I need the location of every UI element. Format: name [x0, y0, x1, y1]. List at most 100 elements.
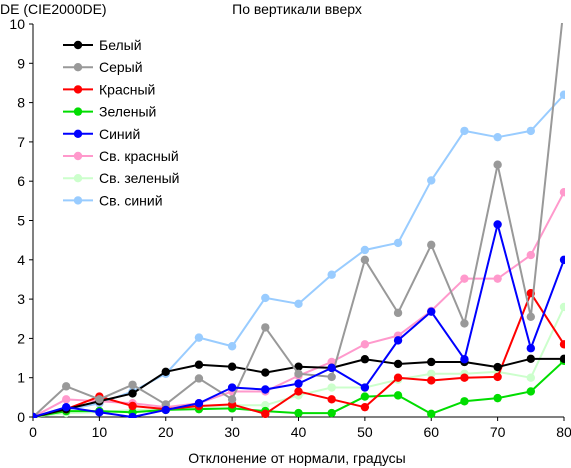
data-point — [460, 319, 469, 328]
data-point — [327, 408, 336, 418]
y-tick-label: 9 — [17, 55, 25, 71]
x-tick-label: 40 — [291, 424, 307, 440]
data-point — [194, 333, 204, 342]
legend-entry: Зеленый — [63, 104, 156, 120]
x-tick-label: 30 — [224, 424, 240, 440]
data-point — [194, 399, 204, 408]
data-point — [294, 369, 303, 378]
data-point — [360, 340, 370, 349]
data-point — [128, 412, 137, 418]
x-tick-label: 70 — [490, 424, 506, 440]
data-point — [427, 176, 436, 185]
data-point — [393, 308, 403, 318]
x-tick-label: 80 — [556, 424, 571, 440]
legend-label: Св. красный — [99, 148, 179, 164]
data-point — [227, 383, 237, 392]
data-point — [559, 255, 565, 264]
data-point — [559, 188, 565, 197]
x-tick-label: 0 — [29, 424, 37, 440]
legend-label: Св. синий — [99, 192, 163, 208]
legend-label: Синий — [99, 126, 140, 142]
x-tick-label: 60 — [423, 424, 439, 440]
data-point — [393, 373, 403, 382]
data-point — [526, 312, 536, 321]
data-point — [493, 160, 502, 169]
legend: Белый Серый Красный Зеленый Синий Св. красный… — [63, 37, 179, 208]
y-tick-label: 5 — [17, 213, 25, 229]
data-point — [61, 395, 71, 404]
legend-marker — [73, 85, 83, 94]
data-point — [294, 299, 303, 309]
data-point — [460, 126, 469, 136]
data-point — [261, 293, 270, 303]
data-point — [227, 342, 237, 351]
data-point — [95, 408, 104, 417]
data-point — [227, 362, 237, 371]
data-point — [227, 395, 237, 404]
x-axis-label: Отклонение от нормали, градусы — [188, 450, 405, 466]
data-point — [559, 302, 565, 312]
data-point — [261, 385, 270, 394]
data-point — [360, 383, 370, 392]
data-point — [493, 274, 502, 283]
data-point — [559, 340, 565, 349]
data-point — [327, 270, 336, 279]
y-tick-label: 1 — [17, 370, 25, 386]
data-point — [194, 374, 204, 383]
data-point — [460, 355, 469, 364]
data-point — [360, 255, 370, 264]
series-6 — [33, 302, 565, 418]
series-layer — [33, 0, 568, 418]
y-tick-label: 0 — [17, 409, 25, 425]
data-point — [360, 402, 370, 412]
data-point — [393, 391, 403, 400]
data-point — [460, 274, 469, 283]
data-point — [493, 372, 502, 382]
data-point — [560, 0, 568, 8]
y-tick-label: 7 — [17, 134, 25, 150]
data-point — [427, 369, 436, 378]
x-tick-label: 50 — [357, 424, 373, 440]
data-point — [261, 368, 270, 377]
data-point — [427, 409, 436, 418]
data-point — [360, 392, 370, 401]
data-point — [526, 126, 536, 136]
chart-title: По вертикали вверх — [232, 1, 362, 17]
y-tick-label: 8 — [17, 95, 25, 111]
data-point — [327, 372, 336, 382]
legend-marker — [73, 129, 83, 138]
data-point — [128, 401, 137, 411]
legend-entry: Св. синий — [63, 192, 163, 208]
data-point — [33, 412, 38, 418]
data-point — [161, 405, 170, 415]
legend-marker — [73, 40, 83, 50]
legend-label: Серый — [99, 59, 143, 75]
data-point — [294, 362, 303, 371]
data-point — [128, 380, 137, 389]
data-point — [493, 393, 502, 403]
data-point — [294, 379, 303, 388]
y-axis-label: DE (CIE2000DE) — [0, 1, 107, 17]
data-point — [493, 362, 502, 372]
data-point — [261, 409, 270, 418]
y-tick-label: 4 — [17, 252, 25, 268]
legend-label: Белый — [99, 37, 142, 53]
data-point — [194, 360, 204, 369]
data-point — [327, 357, 336, 367]
legend-entry: Белый — [63, 37, 142, 53]
data-point — [427, 307, 436, 316]
legend-entry: Красный — [63, 81, 155, 97]
legend-label: Красный — [99, 81, 155, 97]
data-point — [393, 238, 403, 248]
data-point — [360, 355, 370, 364]
legend-entry: Синий — [63, 126, 140, 142]
data-point — [427, 240, 436, 250]
data-point — [261, 323, 270, 332]
data-point — [294, 387, 303, 396]
legend-entry: Св. зеленый — [63, 170, 179, 186]
data-point — [327, 395, 336, 404]
data-point — [559, 90, 565, 99]
data-point — [427, 376, 436, 385]
x-tick-label: 20 — [158, 424, 174, 440]
